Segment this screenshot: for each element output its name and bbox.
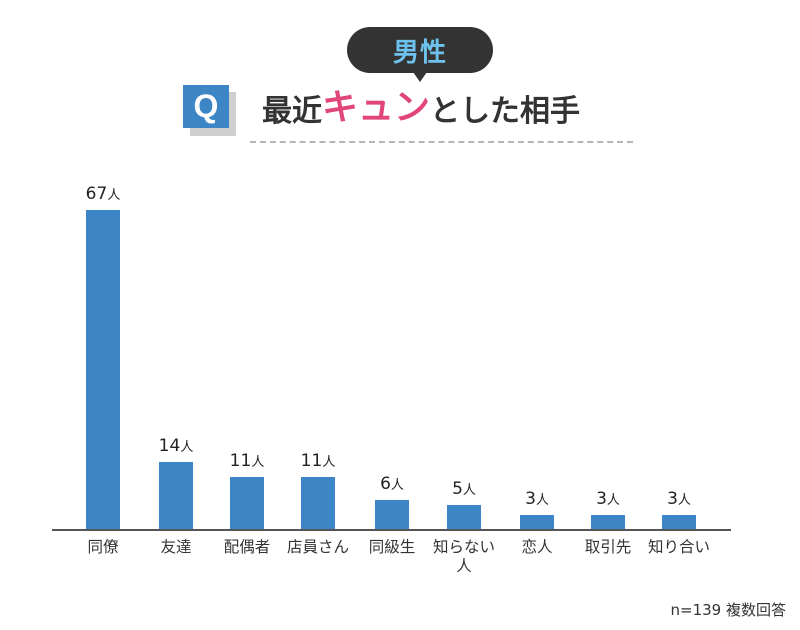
category-label: 同級生 [368, 538, 416, 556]
sample-note: n=139 複数回答 [670, 601, 786, 619]
bar-value-label: 6人 [380, 474, 404, 494]
bar-value-label: 3人 [596, 489, 620, 509]
category-label: 同僚 [87, 538, 119, 556]
bar-value-label: 5人 [452, 479, 476, 499]
bar [230, 477, 264, 529]
bar [301, 477, 335, 529]
bar [86, 210, 120, 529]
bar [159, 462, 193, 529]
category-label: 恋人 [521, 538, 553, 556]
title-suffix: とした相手 [430, 94, 581, 129]
category-label: 知らない人 [432, 538, 495, 575]
bar [591, 515, 625, 529]
title-divider [250, 141, 633, 143]
bar [447, 505, 481, 529]
x-axis-line [52, 529, 731, 531]
title-prefix: 最近 [262, 94, 322, 129]
title-accent: キュン [322, 87, 431, 128]
gender-badge-label: 男性 [392, 37, 447, 68]
bar-value-label: 3人 [525, 489, 549, 509]
category-label: 知り合い [647, 538, 710, 556]
bar-value-label: 11人 [300, 451, 336, 471]
category-label: 取引先 [584, 538, 632, 556]
chart-title: 最近 キュン とした相手 [262, 86, 580, 130]
badge-tail [413, 72, 427, 82]
bar [520, 515, 554, 529]
bar-value-label: 14人 [158, 436, 194, 456]
category-label: 友達 [160, 538, 192, 556]
bar-value-label: 11人 [229, 451, 265, 471]
category-label: 店員さん [286, 538, 349, 556]
bar-value-label: 67人 [85, 184, 121, 204]
q-icon: Q [183, 85, 229, 128]
bar [662, 515, 696, 529]
bar-value-label: 3人 [667, 489, 691, 509]
bar [375, 500, 409, 529]
category-label: 配偶者 [223, 538, 271, 556]
gender-badge: 男性 [347, 27, 493, 73]
